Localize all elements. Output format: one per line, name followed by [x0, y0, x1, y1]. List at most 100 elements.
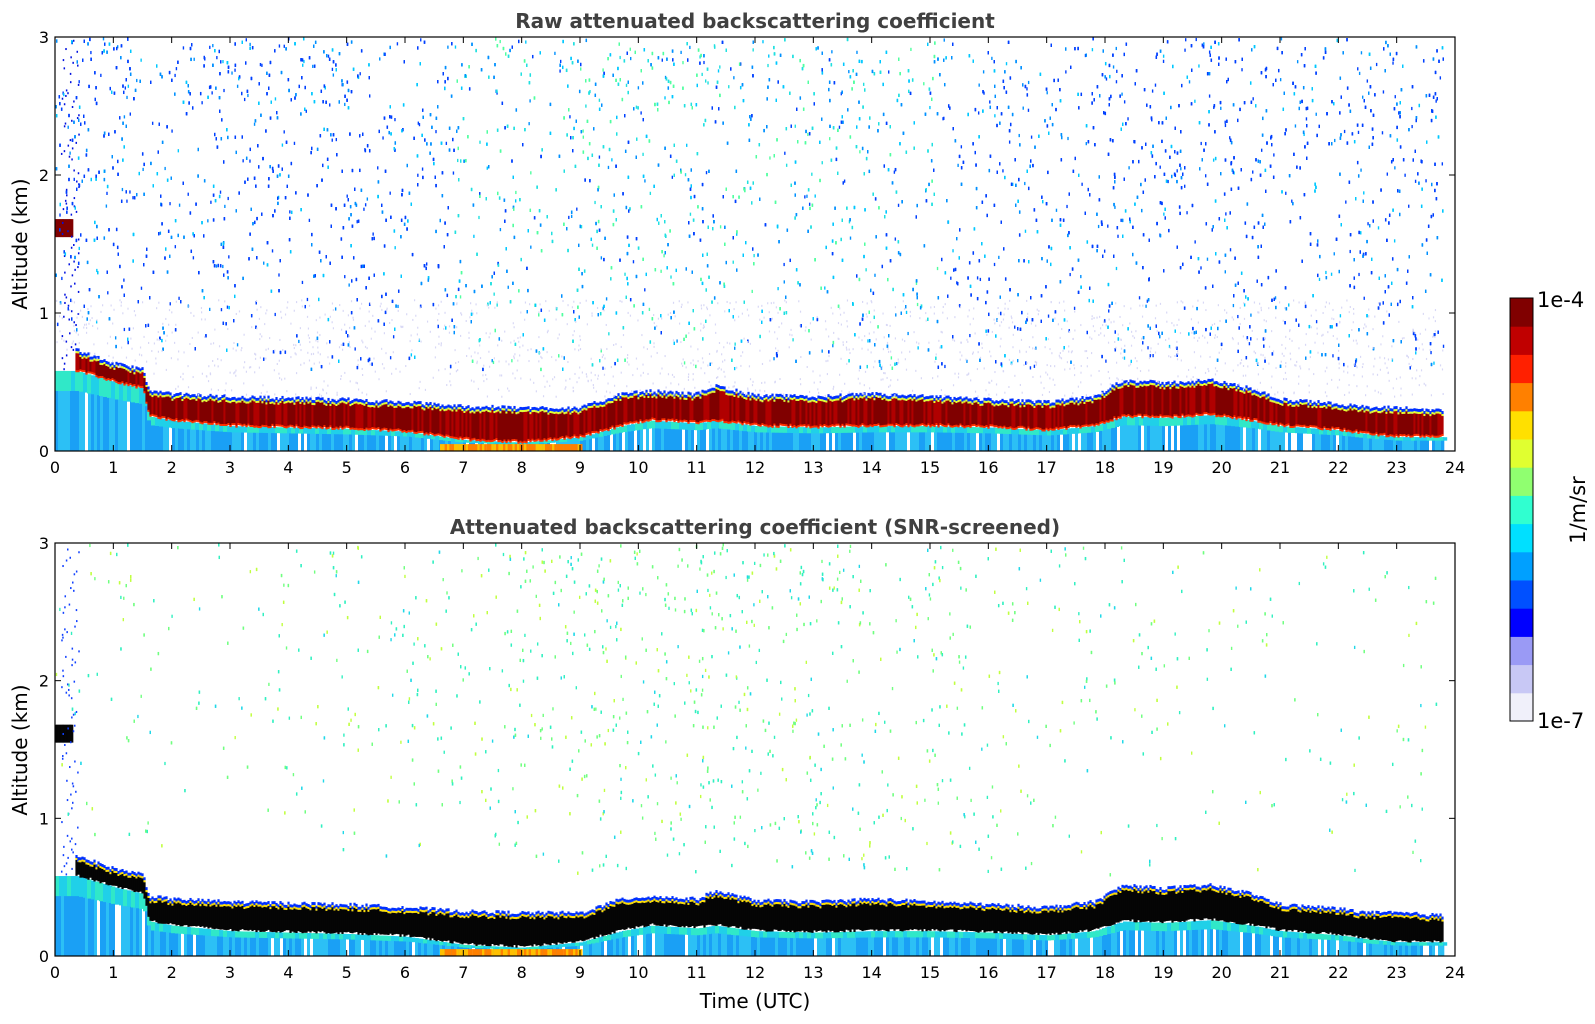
cloud-edge-cell: [1247, 390, 1250, 393]
cloud-edge-cell: [197, 396, 200, 399]
aerosol-cell: [1079, 427, 1084, 434]
aerosol-cell: [1123, 416, 1127, 451]
aerosol-cell: [643, 421, 647, 451]
cloud-edge-cell: [1417, 433, 1420, 436]
cloud-edge-cell: [1133, 414, 1136, 417]
cloud-edge-cell: [275, 397, 278, 401]
cloud-edge-cell: [83, 370, 86, 373]
aerosol-cell: [769, 426, 773, 451]
aerosol-cell: [496, 444, 499, 451]
cloud-edge-cell: [679, 397, 682, 400]
signal-dot: [684, 173, 687, 177]
aerosol-cell: [313, 428, 317, 451]
cloud-edge-cell: [1275, 398, 1278, 402]
aerosol-cell: [1042, 430, 1046, 451]
cloud-edge-cell: [1273, 400, 1276, 403]
cloud-core-cell: [1181, 386, 1184, 415]
cloud-core-cell: [1125, 385, 1128, 417]
signal-dot: [1358, 272, 1360, 277]
cloud-edge-cell: [995, 403, 998, 406]
signal-dot: [689, 212, 692, 216]
signal-dot: [806, 194, 808, 198]
cloud-edge-cell: [847, 393, 850, 397]
cloud-core-cell: [207, 400, 210, 424]
signal-dot: [182, 46, 185, 50]
aerosol-cell: [727, 422, 731, 451]
cloud-core-cell: [1329, 406, 1332, 430]
cloud-edge-cell: [555, 438, 558, 441]
cloud-edge-cell: [341, 400, 344, 403]
signal-dot: [732, 260, 734, 264]
aerosol-cell: [579, 437, 584, 441]
cloud-edge-cell: [573, 406, 576, 410]
cloud-core-cell: [70, 219, 73, 238]
cloud-core-cell: [605, 404, 608, 430]
aerosol-cell: [1141, 417, 1145, 451]
cloud-edge-cell: [947, 398, 950, 401]
cloud-core-cell: [915, 401, 918, 426]
cloud-core-cell: [745, 399, 748, 424]
signal-dot: [65, 188, 68, 191]
cloud-core-cell: [563, 414, 566, 439]
cloud-edge-cell: [1325, 406, 1328, 409]
cloud-core-cell: [1133, 385, 1136, 416]
cloud-edge-cell: [1169, 387, 1172, 390]
cloud-core-cell: [953, 401, 956, 427]
cloud-edge-cell: [1283, 400, 1286, 403]
cloud-edge-cell: [243, 400, 246, 403]
cloud-edge-cell: [905, 395, 908, 399]
cloud-core-cell: [985, 403, 988, 426]
cloud-core-cell: [211, 400, 214, 424]
cloud-edge-cell: [125, 365, 128, 369]
aerosol-cell: [334, 428, 338, 451]
aerosol-cell: [807, 427, 812, 434]
cloud-edge-cell: [1105, 394, 1108, 397]
signal-dot: [177, 149, 180, 153]
cloud-core-cell: [979, 405, 982, 427]
aerosol-cell: [631, 424, 635, 451]
cloud-core-cell: [347, 402, 350, 428]
cloud-edge-cell: [231, 423, 234, 426]
cloud-edge-cell: [611, 400, 614, 403]
cloud-edge-cell: [1113, 385, 1116, 389]
cloud-edge-cell: [719, 419, 722, 422]
cloud-edge-cell: [323, 425, 326, 428]
aerosol-cell: [1045, 430, 1049, 451]
aerosol-cell: [868, 426, 872, 451]
aerosol-cell: [1419, 437, 1424, 441]
signal-dot: [425, 262, 428, 266]
cloud-edge-cell: [215, 397, 218, 400]
cloud-edge-cell: [1395, 434, 1398, 437]
cloud-core-cell: [1423, 416, 1426, 437]
cloud-edge-cell: [391, 401, 394, 405]
cloud-edge-cell: [1071, 397, 1074, 401]
cloud-edge-cell: [1203, 380, 1206, 384]
cloud-edge-cell: [533, 439, 536, 442]
cloud-core-cell: [607, 403, 610, 431]
cloud-core-cell: [467, 410, 470, 439]
cloud-edge-cell: [549, 410, 552, 413]
aerosol-cell: [151, 416, 155, 451]
cloud-core-cell: [1331, 409, 1334, 428]
signal-dot: [1241, 68, 1243, 72]
cloud-edge-cell: [1395, 409, 1398, 412]
cloud-core-cell: [1095, 399, 1098, 425]
cloud-edge-cell: [1191, 383, 1194, 386]
cloud-edge-cell: [253, 399, 256, 402]
signal-dot: [848, 70, 850, 74]
aerosol-cell: [790, 426, 794, 451]
cloud-edge-cell: [1059, 426, 1062, 429]
signal-dot: [1201, 43, 1203, 47]
cloud-core-cell: [881, 400, 884, 427]
cloud-edge-cell: [823, 423, 826, 426]
aerosol-cell: [589, 434, 593, 451]
cloud-core-cell: [445, 410, 448, 436]
cloud-edge-cell: [653, 394, 656, 397]
cloud-edge-cell: [1397, 409, 1400, 413]
cloud-edge-cell: [495, 410, 498, 413]
cloud-edge-cell: [77, 351, 80, 354]
cloud-edge-cell: [85, 356, 88, 359]
cloud-edge-cell: [1061, 426, 1064, 429]
signal-dot: [1394, 95, 1396, 99]
cloud-core-cell: [1241, 392, 1244, 420]
